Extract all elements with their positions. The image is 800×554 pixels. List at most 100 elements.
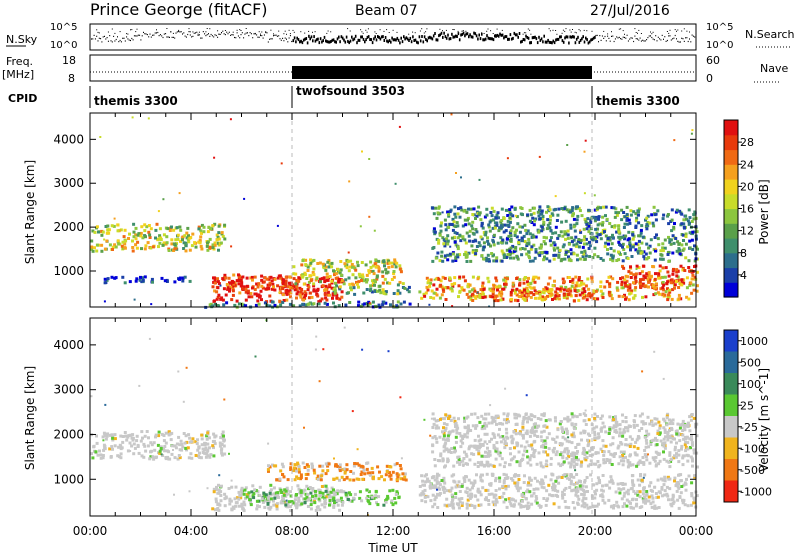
echo-cell bbox=[301, 259, 305, 263]
echo-cell bbox=[431, 412, 435, 416]
nsearch-point bbox=[530, 33, 532, 35]
echo-cell bbox=[231, 280, 235, 284]
echo-cell bbox=[575, 281, 579, 285]
echo-cell bbox=[492, 443, 496, 447]
echo-cell bbox=[629, 276, 633, 279]
nsky-point bbox=[146, 34, 148, 36]
echo-cell bbox=[642, 488, 646, 492]
echo-cell bbox=[696, 247, 699, 251]
echo-cell bbox=[671, 497, 675, 501]
echo-cell bbox=[514, 298, 517, 302]
echo-cell bbox=[522, 494, 526, 498]
echo-cell bbox=[553, 248, 556, 252]
echo-cell bbox=[614, 211, 618, 215]
echo-cell bbox=[504, 473, 508, 477]
echo-cell bbox=[219, 490, 223, 494]
nsearch-point bbox=[569, 29, 571, 31]
echo-cell bbox=[319, 280, 322, 284]
nsearch-point bbox=[111, 28, 113, 30]
echo-cell bbox=[213, 243, 217, 247]
echo-cell bbox=[618, 431, 622, 435]
echo-cell bbox=[356, 260, 359, 264]
echo-cell bbox=[582, 293, 586, 297]
echo-cell bbox=[552, 241, 556, 245]
echo-cell bbox=[644, 422, 648, 426]
echo-cell bbox=[423, 488, 427, 492]
echo-cell bbox=[575, 473, 579, 476]
echo-cell bbox=[534, 429, 538, 433]
echo-cell bbox=[688, 283, 692, 287]
echo-cell bbox=[173, 456, 177, 460]
echo-cell bbox=[330, 486, 334, 490]
echo-cell bbox=[465, 486, 469, 490]
echo-cell bbox=[308, 263, 312, 267]
echo-cell bbox=[661, 257, 665, 261]
echo-cell bbox=[576, 502, 580, 506]
echo-cell bbox=[320, 297, 324, 301]
echo-cell bbox=[513, 481, 517, 485]
echo-cell bbox=[279, 488, 283, 492]
echo-cell bbox=[160, 432, 164, 436]
echo-cell bbox=[591, 483, 595, 487]
echo-cell bbox=[658, 424, 662, 428]
echo-cell bbox=[328, 262, 332, 266]
nsky-point bbox=[117, 36, 118, 38]
echo-cell bbox=[423, 483, 426, 487]
echo-cell bbox=[222, 434, 225, 438]
echo-cell bbox=[548, 226, 552, 230]
echo-cell bbox=[577, 497, 581, 501]
echo-cell bbox=[549, 243, 553, 247]
echo-cell bbox=[635, 423, 639, 427]
echo-cell bbox=[350, 282, 354, 286]
echo-cell bbox=[601, 296, 605, 299]
echo-cell bbox=[645, 274, 649, 278]
nsky-point bbox=[538, 35, 540, 39]
echo-cell bbox=[370, 466, 374, 470]
echo-cell bbox=[589, 218, 593, 222]
echo-cell bbox=[289, 462, 293, 466]
echo-cell bbox=[460, 176, 462, 179]
nsky-point bbox=[247, 32, 248, 34]
echo-cell bbox=[577, 238, 581, 241]
echo-cell bbox=[490, 206, 494, 210]
echo-cell bbox=[542, 445, 546, 449]
echo-cell bbox=[451, 502, 455, 506]
echo-cell bbox=[505, 418, 509, 422]
nsky-point bbox=[644, 40, 646, 42]
echo-cell bbox=[206, 449, 210, 453]
echo-cell bbox=[213, 156, 216, 159]
nsky-point bbox=[158, 35, 160, 37]
echo-cell bbox=[408, 302, 412, 306]
echo-cell bbox=[338, 287, 342, 291]
nsky-point bbox=[94, 38, 96, 40]
echo-cell bbox=[318, 261, 322, 265]
echo-cell bbox=[216, 286, 220, 290]
echo-cell bbox=[528, 282, 532, 286]
echo-cell bbox=[318, 491, 322, 494]
echo-cell bbox=[421, 483, 425, 487]
echo-cell bbox=[306, 468, 310, 472]
echo-cell bbox=[461, 237, 465, 240]
echo-cell bbox=[376, 465, 380, 469]
nsearch-point bbox=[361, 31, 363, 33]
echo-cell bbox=[266, 502, 270, 505]
nsky-point bbox=[672, 38, 674, 40]
echo-cell bbox=[587, 224, 591, 228]
echo-cell bbox=[431, 505, 435, 509]
echo-cell bbox=[197, 227, 201, 231]
echo-cell bbox=[328, 275, 332, 278]
echo-cell bbox=[436, 506, 440, 509]
echo-cell bbox=[663, 246, 667, 250]
echo-cell bbox=[483, 295, 487, 299]
echo-cell bbox=[610, 225, 614, 229]
echo-cell bbox=[194, 440, 198, 444]
nsky-point bbox=[573, 35, 575, 39]
echo-cell bbox=[487, 280, 491, 284]
echo-cell bbox=[289, 466, 293, 470]
echo-cell bbox=[108, 243, 112, 247]
echo-cell bbox=[614, 490, 618, 494]
echo-cell bbox=[610, 206, 614, 210]
echo-cell bbox=[448, 210, 452, 214]
echo-cell bbox=[564, 250, 568, 254]
echo-cell bbox=[636, 446, 640, 450]
